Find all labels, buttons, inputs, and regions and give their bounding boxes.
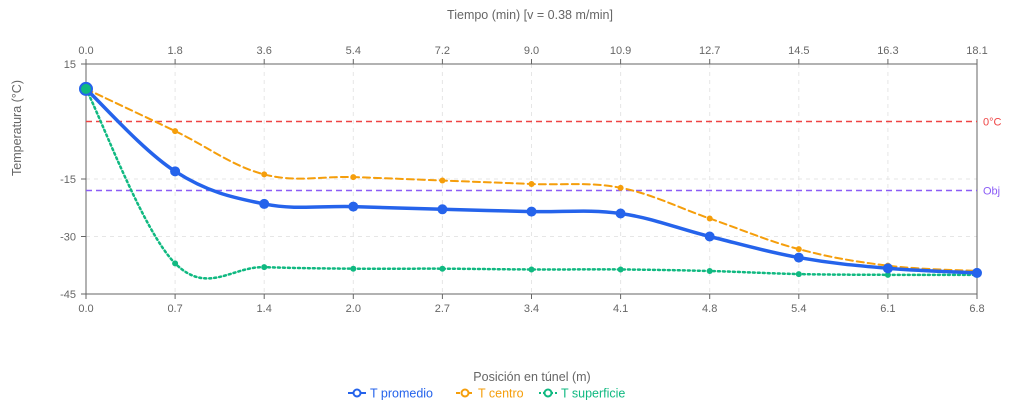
data-point[interactable]	[528, 180, 535, 187]
top-tick-label: 14.5	[788, 45, 809, 57]
x-tick-label: 3.4	[524, 303, 539, 315]
data-point[interactable]	[439, 265, 446, 272]
series-line	[84, 87, 979, 275]
top-tick-label: 3.6	[257, 45, 272, 57]
y-tick-label: -15	[60, 174, 76, 186]
y-tick-label: -30	[60, 232, 76, 244]
data-point[interactable]	[706, 215, 713, 222]
data-point[interactable]	[528, 266, 535, 273]
top-tick-label: 18.1	[966, 45, 987, 57]
data-point[interactable]	[706, 268, 713, 274]
x-tick-label: 1.4	[257, 303, 272, 315]
data-point[interactable]	[259, 198, 270, 209]
y-tick-label: -45	[60, 289, 76, 301]
series-group	[79, 81, 982, 280]
data-point[interactable]	[172, 128, 179, 135]
data-point[interactable]	[439, 177, 446, 184]
reference-lines: 0°C Obj	[86, 117, 1002, 198]
x-axis-title: Posición en túnel (m)	[473, 370, 590, 384]
top-axis-title: Tiempo (min) [v = 0.38 m/min]	[447, 8, 613, 22]
top-tick-label: 12.7	[699, 45, 720, 57]
data-point[interactable]	[170, 166, 181, 177]
data-point[interactable]	[793, 252, 804, 263]
y-tick-label: 15	[64, 59, 76, 71]
data-point[interactable]	[617, 266, 624, 273]
top-tick-label: 16.3	[877, 45, 898, 57]
axes: 0.0 0.0 0.7 1.8 1.4 3.6 2.0 5.4 2.7 7.2 3.4 9.0 4.1 1…	[60, 45, 988, 315]
legend-label: T centro	[478, 387, 524, 401]
legend: T promedio T centro T superficie	[348, 387, 625, 401]
legend-label: T promedio	[370, 387, 433, 401]
data-point[interactable]	[615, 208, 626, 219]
data-point[interactable]	[617, 184, 624, 191]
data-point[interactable]	[79, 81, 93, 96]
data-point[interactable]	[261, 264, 268, 271]
top-tick-label: 9.0	[524, 45, 539, 57]
x-tick-label: 0.0	[78, 303, 93, 315]
legend-item[interactable]: T centro	[456, 387, 524, 401]
data-point[interactable]	[882, 263, 893, 274]
y-axis-title: Temperatura (°C)	[10, 80, 24, 176]
x-tick-label: 2.0	[346, 303, 361, 315]
data-point[interactable]	[526, 206, 537, 217]
data-point[interactable]	[350, 265, 357, 272]
x-tick-label: 6.8	[969, 303, 984, 315]
legend-marker	[352, 388, 362, 398]
reference-label: 0°C	[983, 117, 1002, 129]
x-tick-label: 4.1	[613, 303, 628, 315]
legend-label: T superficie	[561, 387, 625, 401]
legend-marker	[460, 388, 470, 398]
top-tick-label: 1.8	[167, 45, 182, 57]
data-point[interactable]	[348, 201, 359, 212]
data-point[interactable]	[795, 246, 802, 253]
data-point[interactable]	[884, 271, 891, 278]
data-point[interactable]	[437, 204, 448, 215]
reference-label: Obj	[983, 186, 1000, 198]
top-tick-label: 10.9	[610, 45, 631, 57]
top-tick-label: 0.0	[78, 45, 93, 57]
legend-item[interactable]: T promedio	[348, 387, 433, 401]
legend-marker	[543, 388, 553, 398]
x-tick-label: 5.4	[791, 303, 806, 315]
x-tick-label: 6.1	[880, 303, 895, 315]
data-point[interactable]	[350, 174, 357, 181]
data-point[interactable]	[795, 271, 802, 278]
legend-item[interactable]: T superficie	[539, 387, 625, 401]
grid	[85, 63, 978, 294]
data-point[interactable]	[704, 231, 715, 242]
top-tick-label: 7.2	[435, 45, 450, 57]
data-point[interactable]	[972, 267, 982, 278]
x-tick-label: 2.7	[435, 303, 450, 315]
x-tick-label: 0.7	[167, 303, 182, 315]
x-tick-label: 4.8	[702, 303, 717, 315]
top-tick-label: 5.4	[346, 45, 361, 57]
data-point[interactable]	[261, 171, 268, 178]
series-line	[84, 87, 979, 280]
data-point[interactable]	[172, 260, 179, 267]
